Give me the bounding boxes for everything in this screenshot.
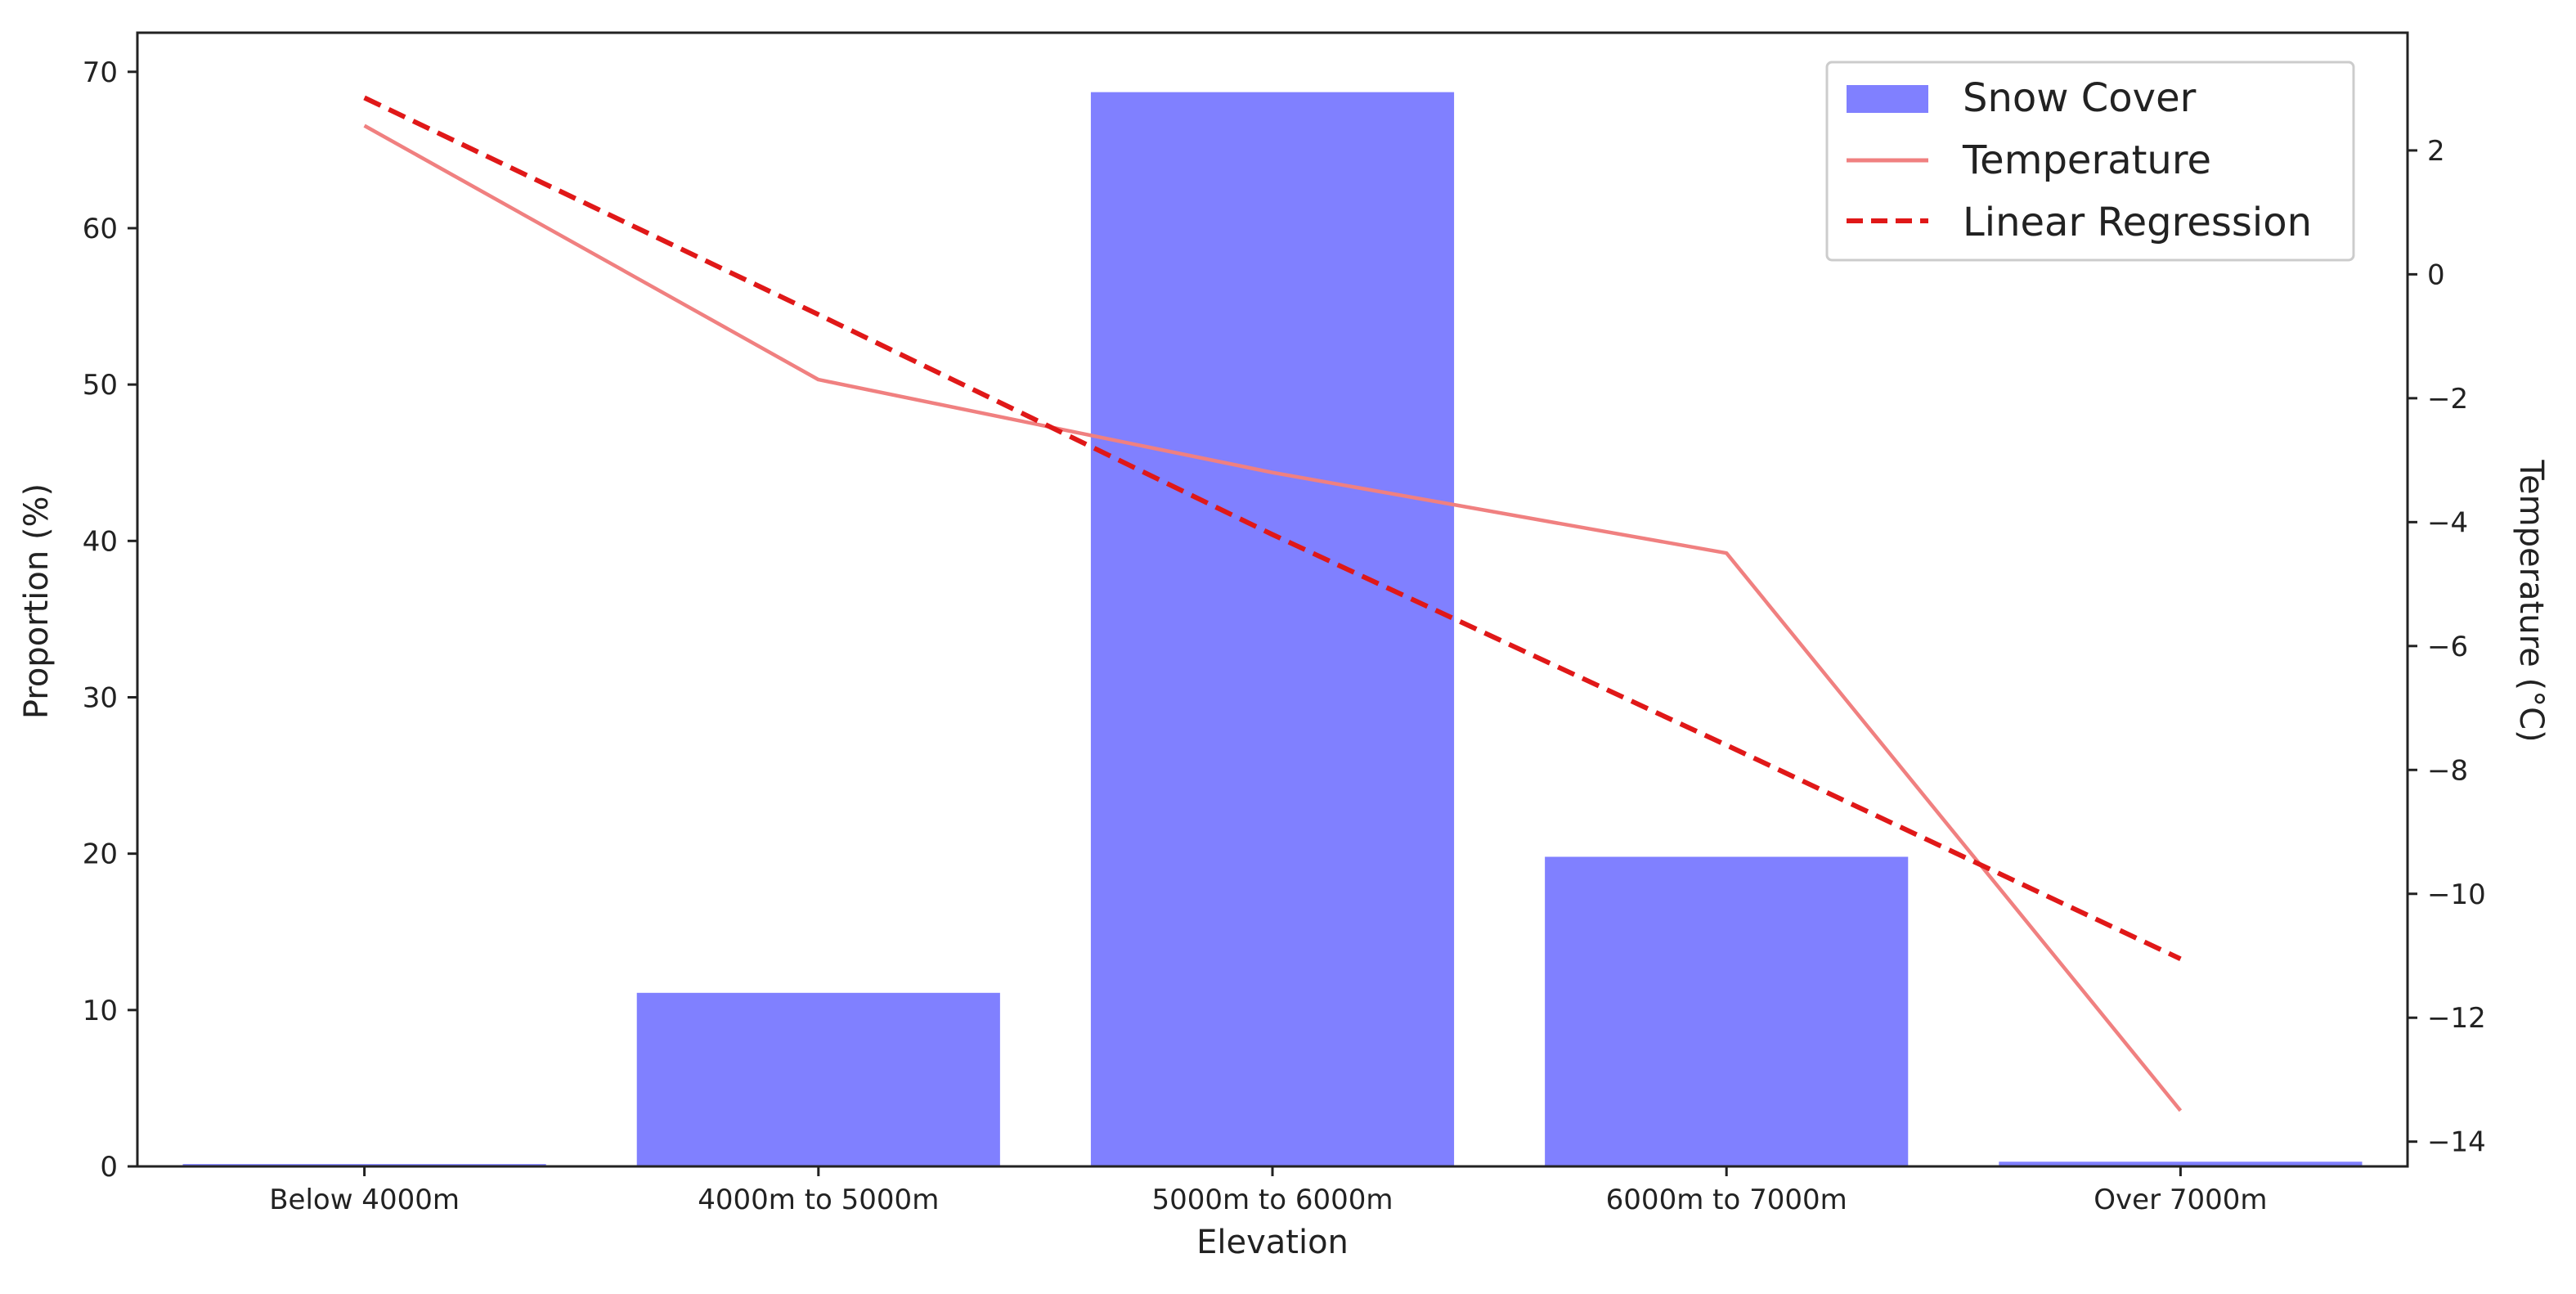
x-tick-label-1: 4000m to 5000m bbox=[698, 1184, 939, 1216]
y-axis-title: Proportion (%) bbox=[18, 483, 56, 719]
y2-tick-label-7: −12 bbox=[2427, 1002, 2486, 1035]
y2-tick-label-0: 2 bbox=[2427, 135, 2445, 168]
y2-tick-label-2: −2 bbox=[2427, 383, 2468, 416]
bar-3 bbox=[1545, 856, 1909, 1166]
y-tick-label-50: 50 bbox=[83, 369, 118, 402]
y-tick-label-10: 10 bbox=[83, 995, 118, 1027]
y-tick-label-60: 60 bbox=[83, 213, 118, 245]
legend-frame bbox=[1825, 61, 2355, 262]
legend-label-temperature: Temperature bbox=[1962, 137, 2211, 183]
y-tick-label-70: 70 bbox=[83, 56, 118, 89]
x-axis-title: Elevation bbox=[1196, 1224, 1349, 1261]
y2-tick-label-6: −10 bbox=[2427, 878, 2486, 911]
y2-axis-title: Temperature (°C) bbox=[2512, 459, 2550, 742]
bar-1 bbox=[636, 992, 1000, 1166]
y2-tick-label-5: −8 bbox=[2427, 754, 2468, 787]
y-tick-label-30: 30 bbox=[83, 681, 118, 714]
bar-4 bbox=[1999, 1161, 2363, 1166]
ticks-layer: 01020304050607020−2−4−6−8−10−12−14Below … bbox=[83, 56, 2486, 1216]
legend-label-snow-cover: Snow Cover bbox=[1963, 75, 2197, 121]
y-tick-label-40: 40 bbox=[83, 525, 118, 558]
legend-label-linear-regression: Linear Regression bbox=[1963, 200, 2312, 245]
y-tick-label-20: 20 bbox=[83, 838, 118, 871]
y-tick-label-0: 0 bbox=[100, 1151, 118, 1184]
legend: Snow Cover Temperature Linear Regression bbox=[1825, 61, 2355, 262]
bar-2 bbox=[1090, 92, 1455, 1167]
y2-tick-label-4: −6 bbox=[2427, 631, 2468, 663]
y2-tick-label-1: 0 bbox=[2427, 258, 2445, 291]
y2-tick-label-3: −4 bbox=[2427, 506, 2468, 539]
x-tick-label-4: Over 7000m bbox=[2094, 1184, 2267, 1216]
x-tick-label-0: Below 4000m bbox=[269, 1184, 460, 1216]
series-line-linear-regression bbox=[363, 95, 2182, 962]
x-tick-label-3: 6000m to 7000m bbox=[1606, 1184, 1847, 1216]
y2-tick-label-8: −14 bbox=[2427, 1126, 2486, 1159]
lines-layer bbox=[363, 95, 2183, 1112]
series-line-temperature bbox=[363, 124, 2183, 1112]
x-tick-label-2: 5000m to 6000m bbox=[1151, 1184, 1393, 1216]
legend-swatch-snow-cover bbox=[1847, 85, 1928, 113]
bars-layer bbox=[182, 92, 2363, 1167]
